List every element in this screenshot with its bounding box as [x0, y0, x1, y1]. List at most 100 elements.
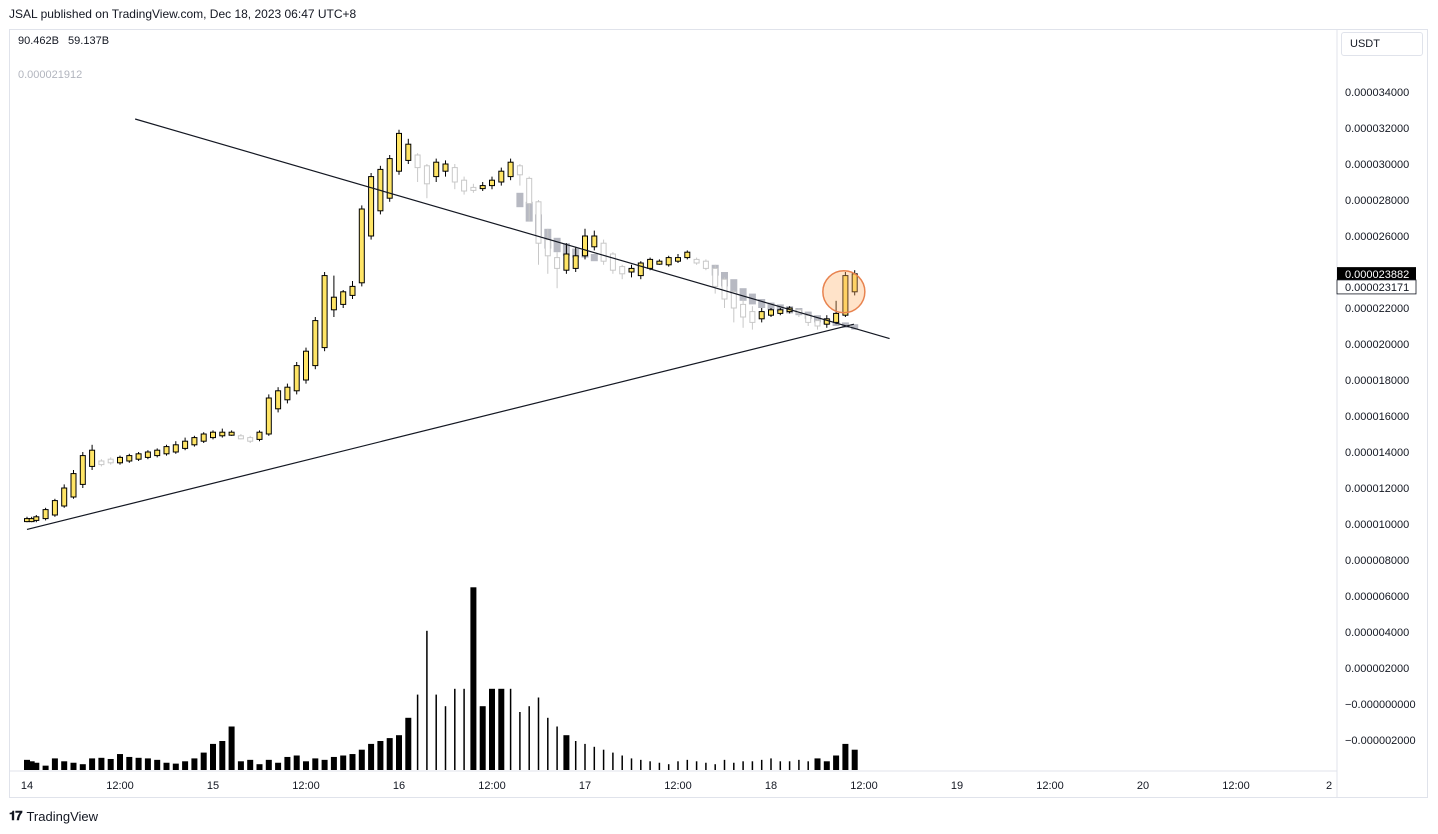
price-tick-label: 0.000014000 [1345, 447, 1409, 459]
price-tick-label: 0.000004000 [1345, 627, 1409, 639]
bull-candle [293, 365, 300, 392]
bull-candle [405, 143, 412, 161]
bull-candle [79, 455, 86, 485]
bull-candle [330, 296, 337, 311]
time-tick-label: 14 [21, 780, 33, 792]
bull-candle [191, 437, 198, 446]
bull-candle [135, 453, 142, 460]
volume-bar [89, 758, 96, 770]
bull-candle [489, 179, 495, 187]
volume-bar [770, 758, 772, 770]
price-tick-label: 0.000016000 [1345, 411, 1409, 423]
volume-bar [154, 759, 161, 770]
bull-candle [219, 431, 226, 437]
price-tick-label: −0.000000000 [1345, 699, 1416, 711]
heikin-ashi-bar [767, 302, 775, 310]
bull-candle [349, 285, 356, 296]
volume-bar [547, 717, 549, 770]
time-tick-label: 12:00 [850, 780, 878, 792]
bull-candle [126, 455, 133, 462]
footer-brand[interactable]: 𝟏𝟕 TradingView [9, 808, 98, 824]
time-tick-label: 16 [393, 780, 405, 792]
bull-candle [154, 449, 161, 457]
volume-bar [219, 741, 226, 770]
bear-candle [693, 258, 700, 264]
bull-candle [312, 320, 319, 367]
bull-candle [340, 291, 347, 305]
volume-bar [723, 759, 726, 770]
bear-candle [535, 201, 542, 244]
time-tick-label: 19 [951, 780, 963, 792]
bear-candle [423, 165, 430, 185]
volume-bar [172, 763, 179, 770]
volume-value-1: 90.462B [18, 35, 59, 47]
volume-bar [321, 759, 328, 770]
price-tick-label: 0.000028000 [1345, 195, 1409, 207]
bull-candle [172, 444, 179, 453]
volume-bar [509, 688, 512, 770]
volume-bar [126, 756, 133, 770]
time-tick-label: 17 [579, 780, 591, 792]
time-tick-label: 18 [765, 780, 777, 792]
bear-candle [721, 278, 728, 300]
volume-bar [842, 743, 849, 770]
volume-bar [851, 749, 858, 770]
time-tick-label: 15 [207, 780, 219, 792]
volume-bar [98, 757, 105, 770]
bull-candle [275, 390, 282, 410]
bull-candle [70, 473, 77, 498]
volume-bar [256, 764, 263, 770]
bear-candle [702, 260, 709, 269]
bull-candle [144, 451, 151, 458]
volume-bar [751, 761, 754, 770]
time-axis: 14 12:00 15 12:00 16 12:00 17 12:00 18 12:00 19 12:… [21, 780, 1332, 792]
volume-bar [265, 759, 272, 770]
volume-bar [28, 761, 35, 770]
bull-candle [321, 275, 328, 349]
volume-bar [695, 761, 698, 770]
volume-bar [798, 759, 800, 770]
bull-candle [228, 431, 235, 436]
heikin-ashi-bar [851, 324, 859, 330]
volume-bar [293, 755, 300, 770]
bear-candle [461, 179, 468, 192]
volume-bar [823, 761, 830, 770]
bull-candle [833, 312, 840, 323]
price-tick-label: 0.000022000 [1345, 303, 1409, 315]
currency-selector[interactable]: USDT [1341, 32, 1423, 56]
volume-bar [42, 765, 49, 770]
volume-bar [760, 759, 763, 770]
secondary-price-badge [1336, 279, 1417, 295]
volume-bar [210, 743, 216, 770]
bull-candle [284, 386, 291, 401]
bull-candle [358, 208, 365, 284]
volume-bar [144, 758, 151, 770]
bull-candle [265, 397, 272, 435]
heikin-ashi-bar [841, 322, 849, 328]
volume-bar [630, 758, 633, 770]
bull-candle [563, 253, 570, 271]
volume-bar [489, 688, 495, 770]
last-price-label: 0.000023882 [1345, 269, 1409, 281]
volume-readout: 90.462B 59.137B [18, 35, 115, 47]
bull-candle [777, 309, 784, 314]
last-price-badge [1337, 267, 1416, 282]
price-tick-label: 0.000026000 [1345, 231, 1409, 243]
volume-bar [621, 755, 623, 770]
bear-candle [619, 266, 626, 275]
bear-candle [544, 239, 551, 257]
volume-bar [640, 759, 642, 770]
bull-candle [572, 255, 579, 269]
bull-candle [628, 267, 635, 273]
volume-bar [135, 757, 142, 770]
heikin-ashi-bar [758, 299, 766, 308]
volume-bar [454, 688, 456, 770]
bull-candle [256, 431, 263, 440]
bull-candle [665, 257, 672, 266]
volume-bar [24, 759, 30, 770]
volume-bar [163, 762, 170, 770]
trendline-layer [26, 118, 890, 530]
volume-bar [686, 759, 689, 770]
volume-bar [519, 712, 521, 770]
